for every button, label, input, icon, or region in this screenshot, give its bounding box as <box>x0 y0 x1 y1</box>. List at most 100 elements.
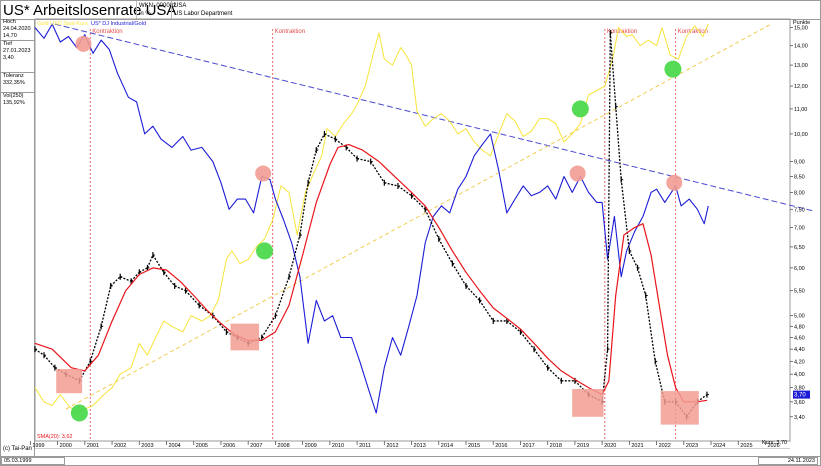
header-divider <box>171 1 172 19</box>
sma-line <box>34 144 708 403</box>
price-step <box>547 367 562 382</box>
x-tick-label: 2007 <box>250 443 262 449</box>
tolerance-info: Toleranz 332,35% <box>0 72 34 87</box>
x-tick-label: 2004 <box>169 443 181 449</box>
chart-title: US* Arbeitslosenrate USA <box>3 2 177 19</box>
price-step <box>43 354 56 369</box>
price-step <box>397 185 412 197</box>
price-step <box>356 158 371 163</box>
x-tick-label: 2000 <box>60 443 72 449</box>
kontraktion-label: Kontraktion <box>275 29 305 35</box>
x-tick-label: 2012 <box>386 443 398 449</box>
price-step <box>628 250 639 269</box>
price-step <box>34 348 45 356</box>
y-tick-label: 4,20 <box>794 359 805 365</box>
price-step <box>307 149 317 183</box>
y-tick-label: 10,00 <box>794 132 808 138</box>
x-tick-label: 2024 <box>713 443 725 449</box>
price-step <box>119 276 132 282</box>
country-label: USA <box>174 3 187 9</box>
x-tick-label: 2002 <box>114 443 126 449</box>
low-info: Tief 27.01.2023 3,40 <box>0 40 34 61</box>
x-tick-label: 2003 <box>141 443 153 449</box>
low-zone-box <box>660 391 699 425</box>
x-tick-label: 2011 <box>359 443 371 449</box>
red-circle-marker <box>255 165 272 182</box>
x-tick-label: 2013 <box>414 443 426 449</box>
price-step <box>261 315 276 338</box>
y-tick-label: 6,00 <box>794 266 805 272</box>
x-tick-label: 2015 <box>468 443 480 449</box>
last-price-bg <box>793 390 810 399</box>
x-tick-label: 2020 <box>604 443 616 449</box>
price-step <box>89 326 102 362</box>
high-date: 24.04.2020 <box>3 26 31 32</box>
high-value: 14,70 <box>3 33 17 39</box>
low-label: Tief <box>3 41 12 47</box>
x-tick-label: 2014 <box>441 443 453 449</box>
green-circle-marker <box>70 404 88 422</box>
y-tick-label: 7,50 <box>794 207 805 213</box>
x-tick-label: 2026 <box>767 443 779 449</box>
wkn-label: WKN: 000002 <box>139 3 177 9</box>
tolerance-value: 332,35% <box>3 80 25 86</box>
x-tick-label: 2006 <box>223 443 235 449</box>
high-info: Hoch 24.04.2020 14,70 <box>0 19 34 40</box>
price-step <box>138 267 148 273</box>
y-tick-label: 3,60 <box>794 400 805 406</box>
y-tick-label: 4,60 <box>794 336 805 342</box>
y-tick-label: 4,80 <box>794 324 805 330</box>
price-step <box>645 295 656 362</box>
price-step <box>370 161 385 184</box>
x-tick-label: 2023 <box>686 443 698 449</box>
x-tick-label: 2017 <box>522 443 534 449</box>
y-tick-label: 8,50 <box>794 175 805 181</box>
price-step <box>384 182 399 187</box>
price-step <box>411 195 426 210</box>
kontraktion-label: Kontraktion <box>92 29 122 35</box>
price-step <box>533 348 549 369</box>
kurs-label: Kurs: 3,70 <box>762 440 788 446</box>
price-step <box>519 331 535 350</box>
red-circle-marker <box>569 165 586 182</box>
price-step <box>110 276 121 287</box>
y-tick-label: 13,00 <box>794 63 808 69</box>
price-step <box>174 285 186 292</box>
price-step <box>100 285 112 327</box>
low-zone-box <box>230 323 260 351</box>
source-label: US Labor Department <box>174 11 233 17</box>
date-end-box: 24.11.2023 <box>758 457 818 465</box>
last-price-label: 3,70 <box>794 393 806 399</box>
x-tick-label: 2016 <box>495 443 507 449</box>
volatility-label: Vol(250) <box>3 93 24 99</box>
y-tick-label: 5,50 <box>794 289 805 295</box>
date-end: 24.11.2023 <box>787 458 815 464</box>
price-step <box>506 320 521 333</box>
x-tick-label: 2019 <box>577 443 589 449</box>
x-tick-label: 2001 <box>87 443 99 449</box>
price-step <box>609 32 617 107</box>
uptrend-line <box>65 23 772 410</box>
price-step <box>697 394 708 403</box>
x-tick-label: 2025 <box>740 443 752 449</box>
sma-label: SMA(20): 3,62 <box>37 434 72 440</box>
price-step <box>438 238 453 264</box>
y-tick-label: 11,00 <box>794 107 807 113</box>
unemployment-series <box>34 29 709 420</box>
red-circle-marker <box>75 35 92 52</box>
price-step <box>636 267 647 296</box>
price-step <box>146 254 154 269</box>
y-tick-label: 9,00 <box>794 160 805 166</box>
volatility-value: 135,92% <box>3 100 25 106</box>
price-step <box>315 133 326 151</box>
copyright: (c) Tai-Pan <box>3 446 32 452</box>
price-step <box>620 179 631 252</box>
y-axis-label: Punkte <box>793 20 810 26</box>
x-tick-label: 2021 <box>631 443 643 449</box>
high-label: Hoch <box>3 19 16 25</box>
price-step <box>299 182 309 236</box>
volatility-info: Vol(250) 135,92% <box>0 92 34 107</box>
kontraktion-label: Kontraktion <box>678 29 708 35</box>
date-start: 05.03.1999 <box>4 458 32 464</box>
